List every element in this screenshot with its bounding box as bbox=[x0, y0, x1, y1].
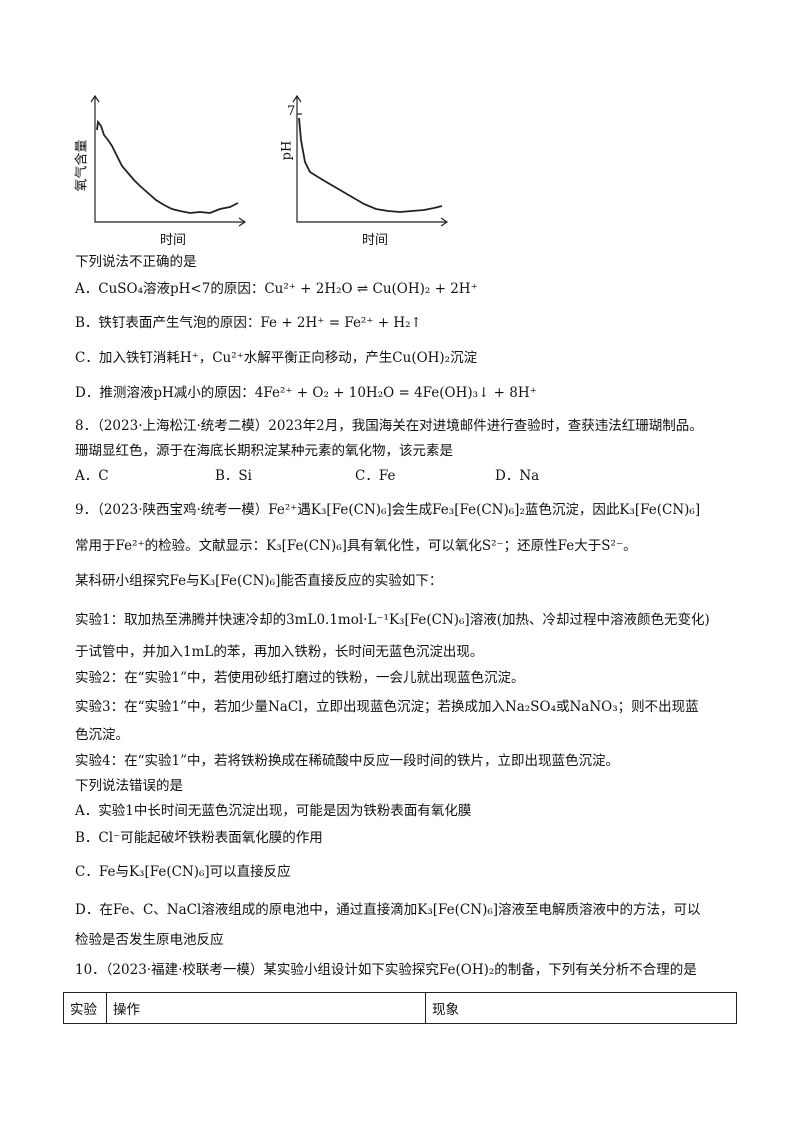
text-line: 色沉淀。 bbox=[75, 727, 129, 743]
left-y-label: 氧气含量 bbox=[74, 139, 90, 192]
text-line: D．在Fe、C、NaCl溶液组成的原电池中，通过直接滴加K₃[Fe(CN)₆]溶… bbox=[75, 902, 701, 918]
text-line: C．加入铁钉消耗H⁺，Cu²⁺水解平衡正向移动，产生Cu(OH)₂沉淀 bbox=[75, 350, 478, 366]
right-arrows bbox=[292, 94, 449, 227]
text-line: A．CuSO₄溶液pH<7的原因：Cu²⁺ + 2H₂O ⇌ Cu(OH)₂ +… bbox=[75, 281, 478, 297]
text-line: 10．（2023·福建·校联考一模）某实验小组设计如下实验探究Fe(OH)₂的制… bbox=[75, 962, 697, 978]
header-cell: 现象 bbox=[425, 992, 737, 1024]
text-line: 检验是否发生原电池反应 bbox=[75, 932, 224, 948]
text-line: 珊瑚显红色，源于在海底长期积淀某种元素的氧化物，该元素是 bbox=[75, 443, 453, 459]
text-line: 于试管中，并加入1mL的苯，再加入铁粉，长时间无蓝色沉淀出现。 bbox=[75, 644, 484, 660]
right-y-label: pH bbox=[279, 140, 295, 161]
left-axes bbox=[94, 96, 245, 223]
text-line: A．实验1中长时间无蓝色沉淀出现，可能是因为铁粉表面有氧化膜 bbox=[75, 803, 472, 819]
left-curve bbox=[96, 119, 239, 214]
figures bbox=[90, 94, 449, 227]
right-y-tick: 7 bbox=[287, 104, 296, 119]
text-line: 某科研小组探究Fe与K₃[Fe(CN)₆]能否直接反应的实验如下： bbox=[75, 573, 443, 589]
header-cell: 实验 bbox=[63, 992, 107, 1024]
right-curve bbox=[298, 117, 443, 213]
text-line: 实验3：在“实验1”中，若加少量NaCl，立即出现蓝色沉淀；若换成加入Na₂SO… bbox=[75, 699, 699, 715]
text-line: 常用于Fe²⁺的检验。文献显示：K₃[Fe(CN)₆]具有氧化性，可以氧化S²⁻… bbox=[75, 538, 637, 554]
text-line: C．Fe与K₃[Fe(CN)₆]可以直接反应 bbox=[75, 864, 291, 880]
text-line: 8．（2023·上海松江·统考二模）2023年2月，我国海关在对进境邮件进行查验… bbox=[75, 418, 703, 434]
text-line: B．Cl⁻可能起破坏铁粉表面氧化膜的作用 bbox=[75, 830, 323, 846]
text-line: C．Fe bbox=[355, 468, 396, 484]
text-line: 9．（2023·陕西宝鸡·统考一模）Fe²⁺遇K₃[Fe(CN)₆]会生成Fe₃… bbox=[75, 502, 701, 518]
text-line: 实验4：在“实验1”中，若将铁粉换成在稀硫酸中反应一段时间的铁片，立即出现蓝色沉… bbox=[75, 753, 619, 769]
table: 实验 操作 现象 bbox=[63, 992, 737, 1024]
text-line: 下列说法不正确的是 bbox=[75, 254, 197, 270]
left-x-label: 时间 bbox=[160, 233, 187, 248]
right-x-label: 时间 bbox=[362, 233, 389, 248]
text-line: A．C bbox=[75, 468, 109, 484]
text-line: 下列说法错误的是 bbox=[75, 778, 183, 794]
text-line: B．铁钉表面产生气泡的原因：Fe + 2H⁺ = Fe²⁺ + H₂↑ bbox=[75, 315, 422, 331]
text-line: 实验1：取加热至沸腾并快速冷却的3mL0.1mol·L⁻¹K₃[Fe(CN)₆]… bbox=[75, 612, 710, 628]
text-line: D．推测溶液pH减小的原因：4Fe²⁺ + O₂ + 10H₂O = 4Fe(O… bbox=[75, 385, 537, 401]
text-line: 实验2：在“实验1”中，若使用砂纸打磨过的铁粉，一会儿就出现蓝色沉淀。 bbox=[75, 670, 525, 686]
header-cell: 操作 bbox=[106, 992, 426, 1024]
text-line: B．Si bbox=[215, 468, 252, 484]
left-arrows bbox=[90, 94, 247, 227]
text-line: D．Na bbox=[495, 468, 540, 484]
right-axes bbox=[296, 96, 447, 223]
